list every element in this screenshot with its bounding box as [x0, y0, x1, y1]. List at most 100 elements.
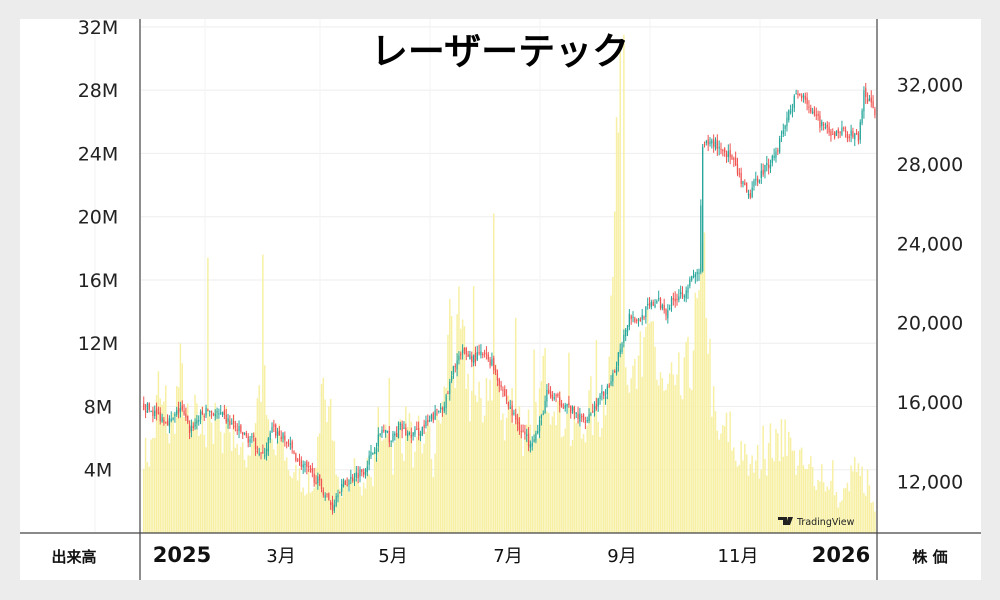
- candle-body: [746, 183, 748, 193]
- candle-body: [810, 107, 812, 113]
- candle-body: [399, 423, 401, 426]
- candle-body: [581, 416, 583, 418]
- volume-bar: [819, 481, 821, 533]
- candle-body: [830, 131, 832, 136]
- volume-bar: [507, 395, 510, 533]
- volume-bar: [859, 475, 862, 533]
- volume-bar: [274, 455, 277, 533]
- candle-body: [379, 433, 381, 435]
- candle-body: [146, 403, 149, 413]
- candle-body: [174, 413, 176, 417]
- candle-body: [756, 178, 759, 183]
- candle-body: [331, 502, 334, 511]
- volume-bar: [775, 428, 777, 533]
- volume-bar: [641, 376, 643, 533]
- candle-body: [588, 414, 590, 422]
- volume-bar: [601, 428, 603, 533]
- volume-bar: [392, 474, 394, 533]
- volume-bar: [163, 401, 165, 533]
- candle-body: [232, 420, 235, 425]
- volume-bar: [852, 471, 854, 533]
- volume-bar: [722, 425, 724, 533]
- volume-bar: [514, 317, 517, 533]
- candle-body: [630, 315, 632, 320]
- candle-body: [328, 493, 330, 500]
- left-tick-label: 24M: [78, 143, 119, 165]
- volume-bar: [461, 319, 464, 533]
- volume-bar: [687, 336, 689, 533]
- volume-bar: [306, 493, 308, 533]
- volume-bar: [394, 441, 396, 533]
- candle-body: [582, 414, 585, 421]
- volume-bar: [384, 424, 387, 533]
- candle-body: [330, 502, 332, 505]
- candle-body: [592, 411, 594, 413]
- candle-body: [828, 127, 830, 133]
- volume-bar: [271, 439, 273, 533]
- candle-body: [628, 313, 631, 327]
- volume-bar: [767, 442, 770, 533]
- candle-body: [308, 465, 310, 468]
- volume-bar: [313, 488, 315, 533]
- candle-body: [452, 365, 455, 375]
- candle-body: [324, 495, 326, 498]
- volume-bar: [505, 417, 508, 533]
- volume-bar: [619, 47, 621, 534]
- volume-bar: [588, 390, 590, 533]
- volume-bar: [624, 367, 627, 533]
- candle-body: [275, 424, 277, 436]
- candle-body: [480, 351, 482, 356]
- chart-title: レーザーテック: [371, 30, 629, 73]
- candle-body: [412, 432, 414, 436]
- volume-bar: [410, 421, 413, 533]
- candle-body: [291, 441, 293, 449]
- volume-bar: [674, 385, 676, 533]
- candle-body: [320, 479, 323, 490]
- candle-body: [242, 432, 244, 435]
- volume-bar: [214, 402, 216, 533]
- candle-body: [284, 435, 286, 441]
- volume-bar: [168, 443, 171, 533]
- volume-bar: [815, 489, 818, 533]
- candle-body: [441, 408, 444, 410]
- candle-body: [210, 411, 213, 413]
- candle-body: [247, 436, 249, 443]
- volume-bar: [711, 416, 713, 533]
- candle-body: [573, 407, 576, 414]
- candle-body: [724, 148, 726, 153]
- candle-body: [295, 453, 297, 461]
- volume-bar: [566, 413, 568, 533]
- volume-bar: [232, 414, 235, 533]
- candle-body: [386, 430, 389, 432]
- volume-bar: [634, 359, 636, 533]
- candle-body: [621, 343, 623, 353]
- volume-bar: [557, 400, 559, 533]
- candle-body: [822, 124, 825, 126]
- candle-body: [863, 90, 865, 112]
- volume-bar: [712, 386, 715, 533]
- candle-body: [819, 115, 821, 128]
- candle-body: [150, 410, 152, 413]
- candle-body: [494, 368, 497, 373]
- candle-body: [601, 391, 603, 394]
- candle-body: [524, 431, 526, 435]
- volume-bar: [227, 418, 229, 533]
- candle-body: [658, 298, 660, 300]
- volume-bar: [192, 420, 194, 533]
- candle-body: [357, 473, 359, 479]
- volume-bar: [417, 415, 420, 533]
- left-tick-label: 28M: [78, 80, 119, 102]
- candle-body: [571, 406, 574, 411]
- candle-body: [353, 479, 356, 482]
- candle-body: [236, 429, 238, 431]
- volume-bar: [315, 467, 317, 533]
- volume-bar: [821, 464, 823, 533]
- candle-body: [844, 130, 847, 133]
- volume-bar: [720, 433, 722, 533]
- candle-body: [540, 415, 543, 419]
- volume-bar: [260, 401, 262, 533]
- candle-body: [843, 127, 845, 129]
- volume-bar: [240, 447, 242, 533]
- volume-bar: [628, 392, 631, 533]
- candle-body: [597, 398, 599, 407]
